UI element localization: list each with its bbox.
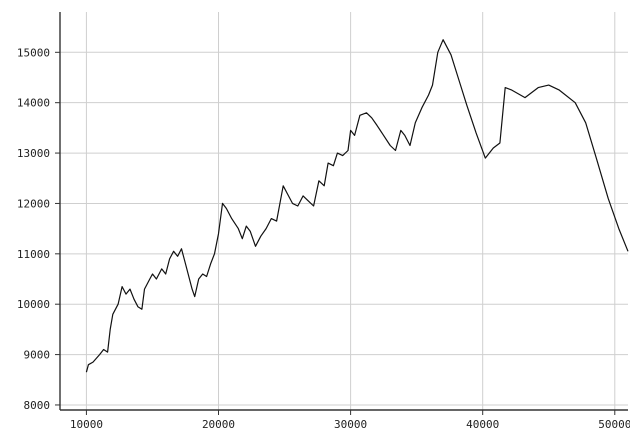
series-group xyxy=(85,39,629,373)
horizontal-gridlines xyxy=(60,51,628,406)
y-tick-label: 10000 xyxy=(17,298,50,311)
x-tick-label: 40000 xyxy=(466,418,499,431)
x-tick-label: 20000 xyxy=(202,418,235,431)
x-tick-label: 50000 xyxy=(598,418,630,431)
y-tick-label: 12000 xyxy=(17,197,50,210)
y-tick-label: 8000 xyxy=(24,399,51,412)
x-tick-label: 10000 xyxy=(70,418,103,431)
series-line xyxy=(85,39,629,373)
grid xyxy=(60,12,628,410)
x-tick-label: 30000 xyxy=(334,418,367,431)
vertical-gridlines xyxy=(85,12,616,410)
y-tick-label: 13000 xyxy=(17,147,50,160)
y-tick-label: 15000 xyxy=(17,46,50,59)
y-tick-label: 11000 xyxy=(17,248,50,261)
y-tick-label: 14000 xyxy=(17,97,50,110)
y-axis-ticks: 8000 9000 10000 11000 12000 13000 14000 15000 xyxy=(17,46,60,412)
axes xyxy=(59,12,628,411)
x-axis-ticks: 10000 20000 30000 40000 50000 xyxy=(70,410,630,431)
y-tick-label: 9000 xyxy=(24,349,51,362)
